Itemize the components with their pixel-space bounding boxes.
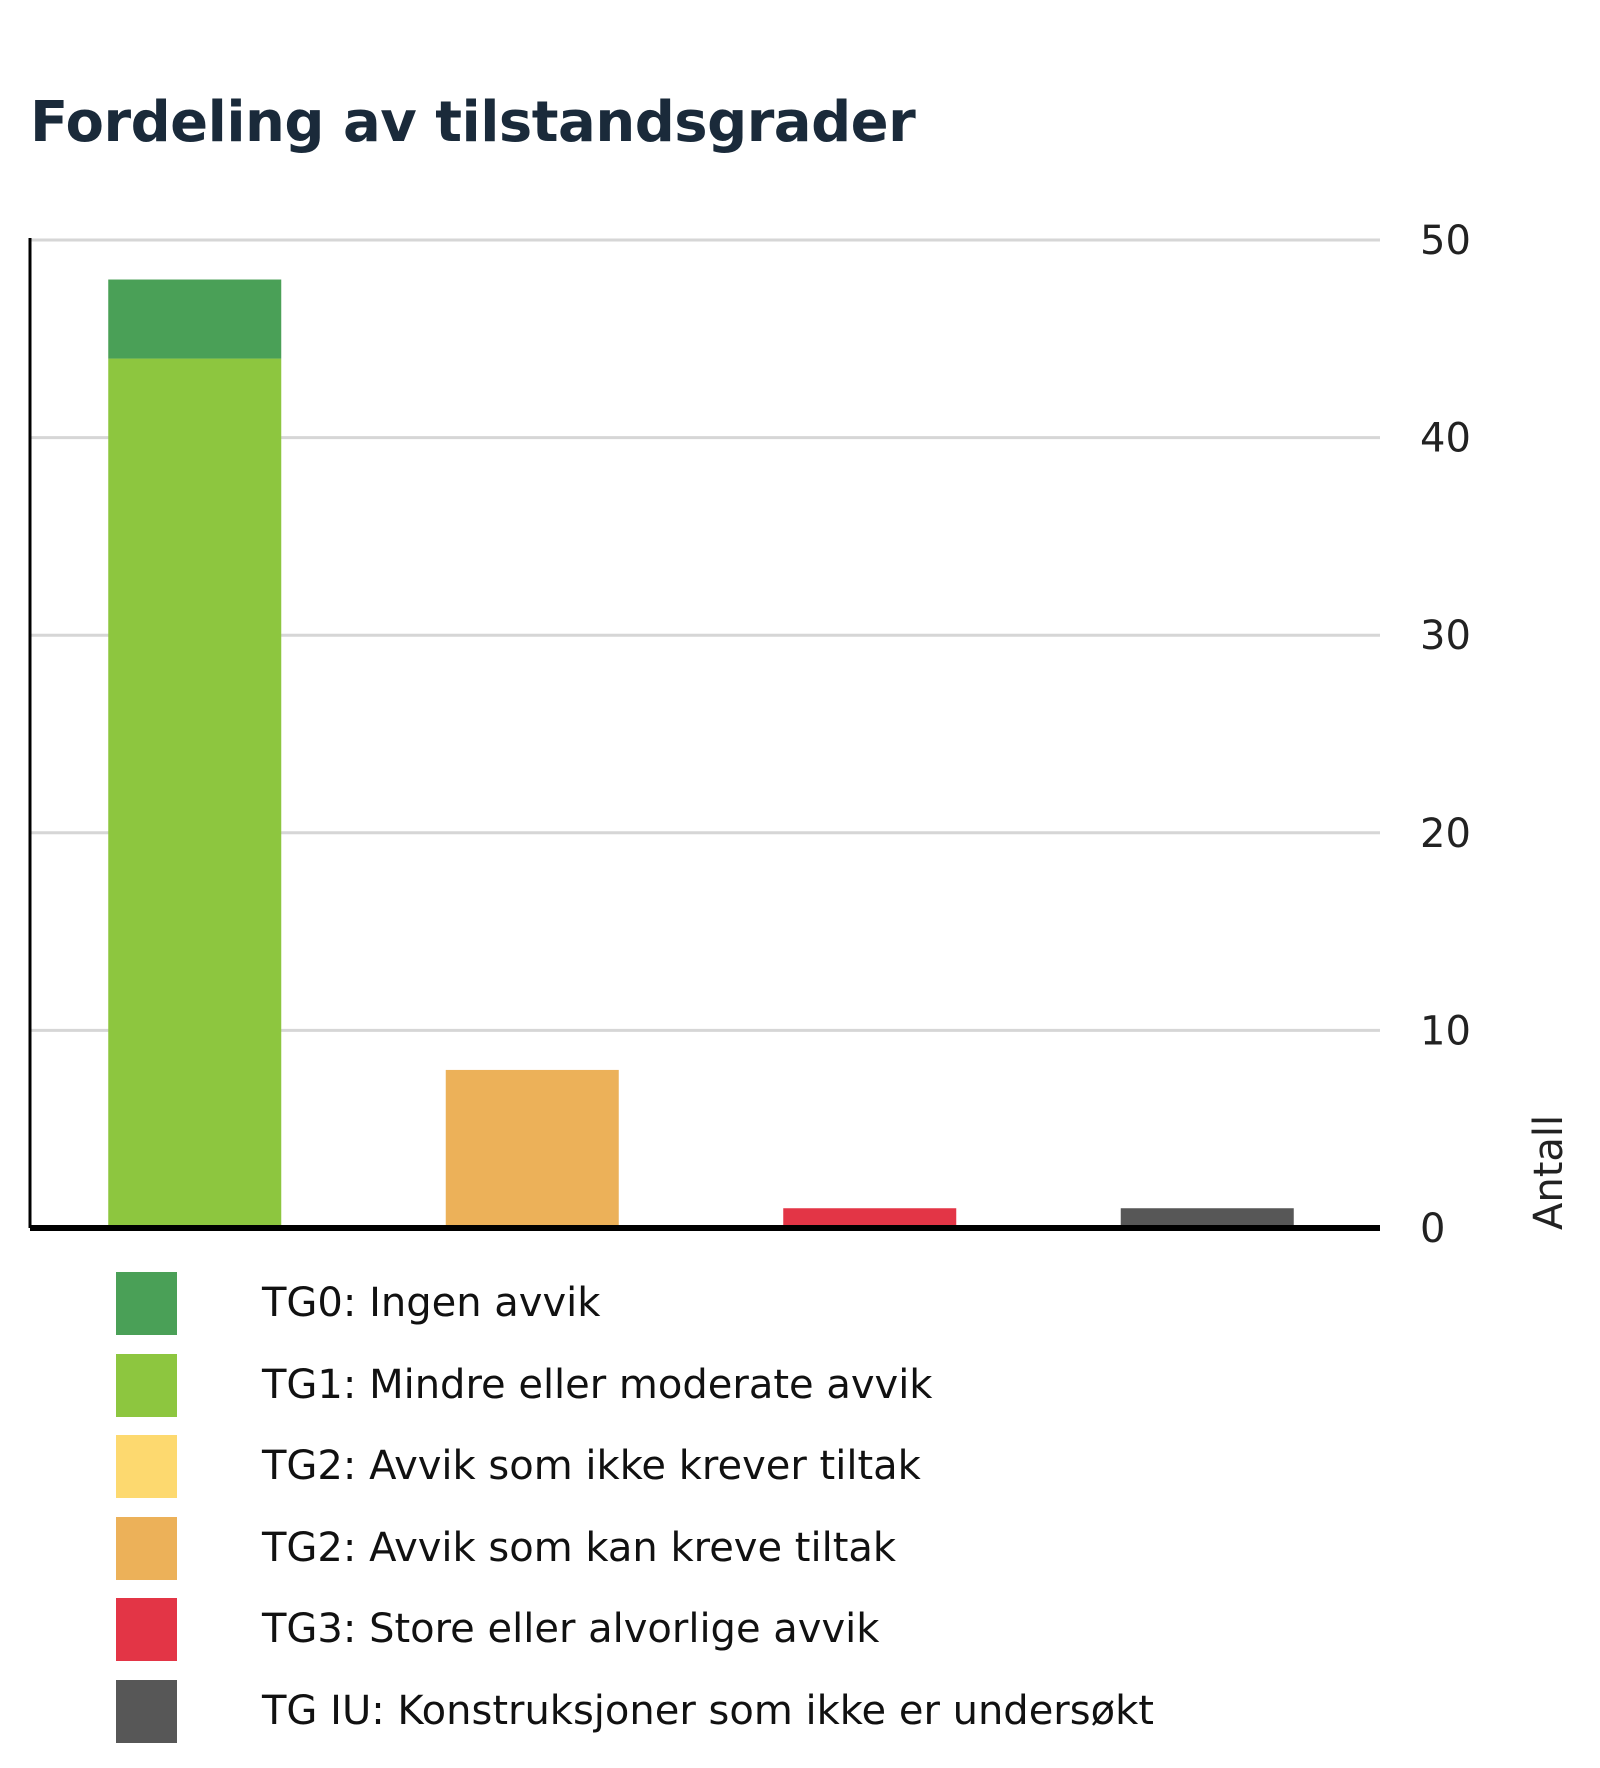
y-tick-label: 0 <box>1420 1206 1445 1252</box>
y-axis-label: Antall <box>1526 1115 1572 1230</box>
legend-label: TG2: Avvik som kan kreve tiltak <box>262 1524 897 1571</box>
bar-segment <box>445 1069 619 1228</box>
y-tick-label: 30 <box>1420 613 1471 659</box>
legend-label: TG IU: Konstruksjoner som ikke er unders… <box>262 1687 1154 1734</box>
legend-swatch <box>116 1598 177 1661</box>
legend-label: TG1: Mindre eller moderate avvik <box>262 1361 933 1408</box>
bar-segment <box>1120 1208 1294 1228</box>
legend-label: TG0: Ingen avvik <box>262 1280 601 1326</box>
y-tick-label: 10 <box>1420 1008 1471 1054</box>
legend-swatch <box>116 1679 177 1743</box>
bar-segment <box>108 358 282 1228</box>
legend-swatch <box>116 1272 177 1335</box>
legend-swatch <box>116 1435 177 1498</box>
legend-label: TG2: Avvik som ikke krever tiltak <box>262 1443 921 1489</box>
legend-label: TG3: Store eller alvorlige avvik <box>262 1606 880 1652</box>
bar-segment <box>783 1208 957 1228</box>
y-tick-label: 50 <box>1420 218 1471 264</box>
chart-title: Fordeling av tilstandsgrader <box>30 90 916 155</box>
bar-segment <box>108 279 282 359</box>
y-tick-label: 40 <box>1420 416 1471 462</box>
y-tick-label: 20 <box>1420 811 1471 857</box>
legend-swatch <box>116 1353 177 1417</box>
legend-swatch <box>116 1516 177 1580</box>
